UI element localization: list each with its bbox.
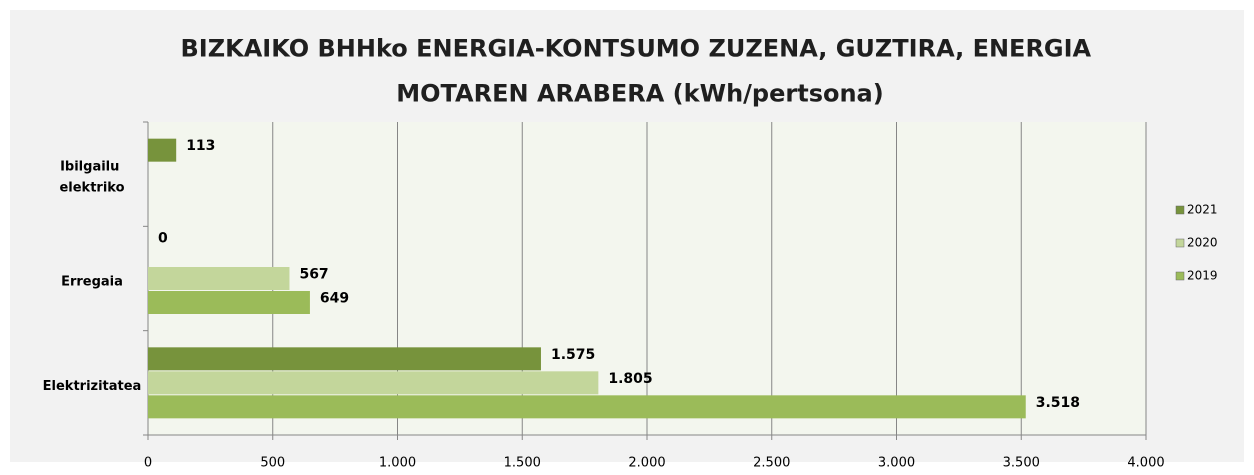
data-label: 0 [158,231,168,247]
legend-swatch [1175,238,1185,248]
x-tick-label: 4.000 [1127,456,1164,471]
x-tick-label: 3.000 [878,456,915,471]
x-tick-label: 1.000 [379,456,416,471]
legend-swatch [1175,205,1185,215]
y-tick-label: Elektrizitatea [43,378,142,393]
y-tick-label: Erregaia [61,274,123,289]
data-label: 3.518 [1036,395,1080,411]
bar [148,138,177,162]
x-tick-label: 500 [260,456,285,471]
y-tick-label: Ibilgailu elektriko [59,159,124,195]
legend-swatch [1175,271,1185,281]
data-label: 567 [299,267,328,283]
data-label: 649 [320,291,349,307]
chart-title: BIZKAIKO BHHko ENERGIA-KONTSUMO ZUZENA, … [181,35,1100,108]
bar [148,267,290,290]
x-tick-label: 0 [144,456,152,471]
data-label: 1.575 [551,347,595,363]
x-tick-label: 1.500 [504,456,541,471]
legend-label: 2020 [1187,236,1218,250]
data-label: 1.805 [608,371,652,387]
x-tick-label: 3.500 [1003,456,1040,471]
x-tick-label: 2.000 [628,456,665,471]
bar [148,395,1026,419]
x-tick-label: 2.500 [753,456,790,471]
bar [148,371,599,395]
bar [148,291,310,314]
data-label: 113 [186,138,215,154]
legend-label: 2021 [1187,203,1218,217]
bar [148,347,541,371]
legend-label: 2019 [1187,269,1218,283]
